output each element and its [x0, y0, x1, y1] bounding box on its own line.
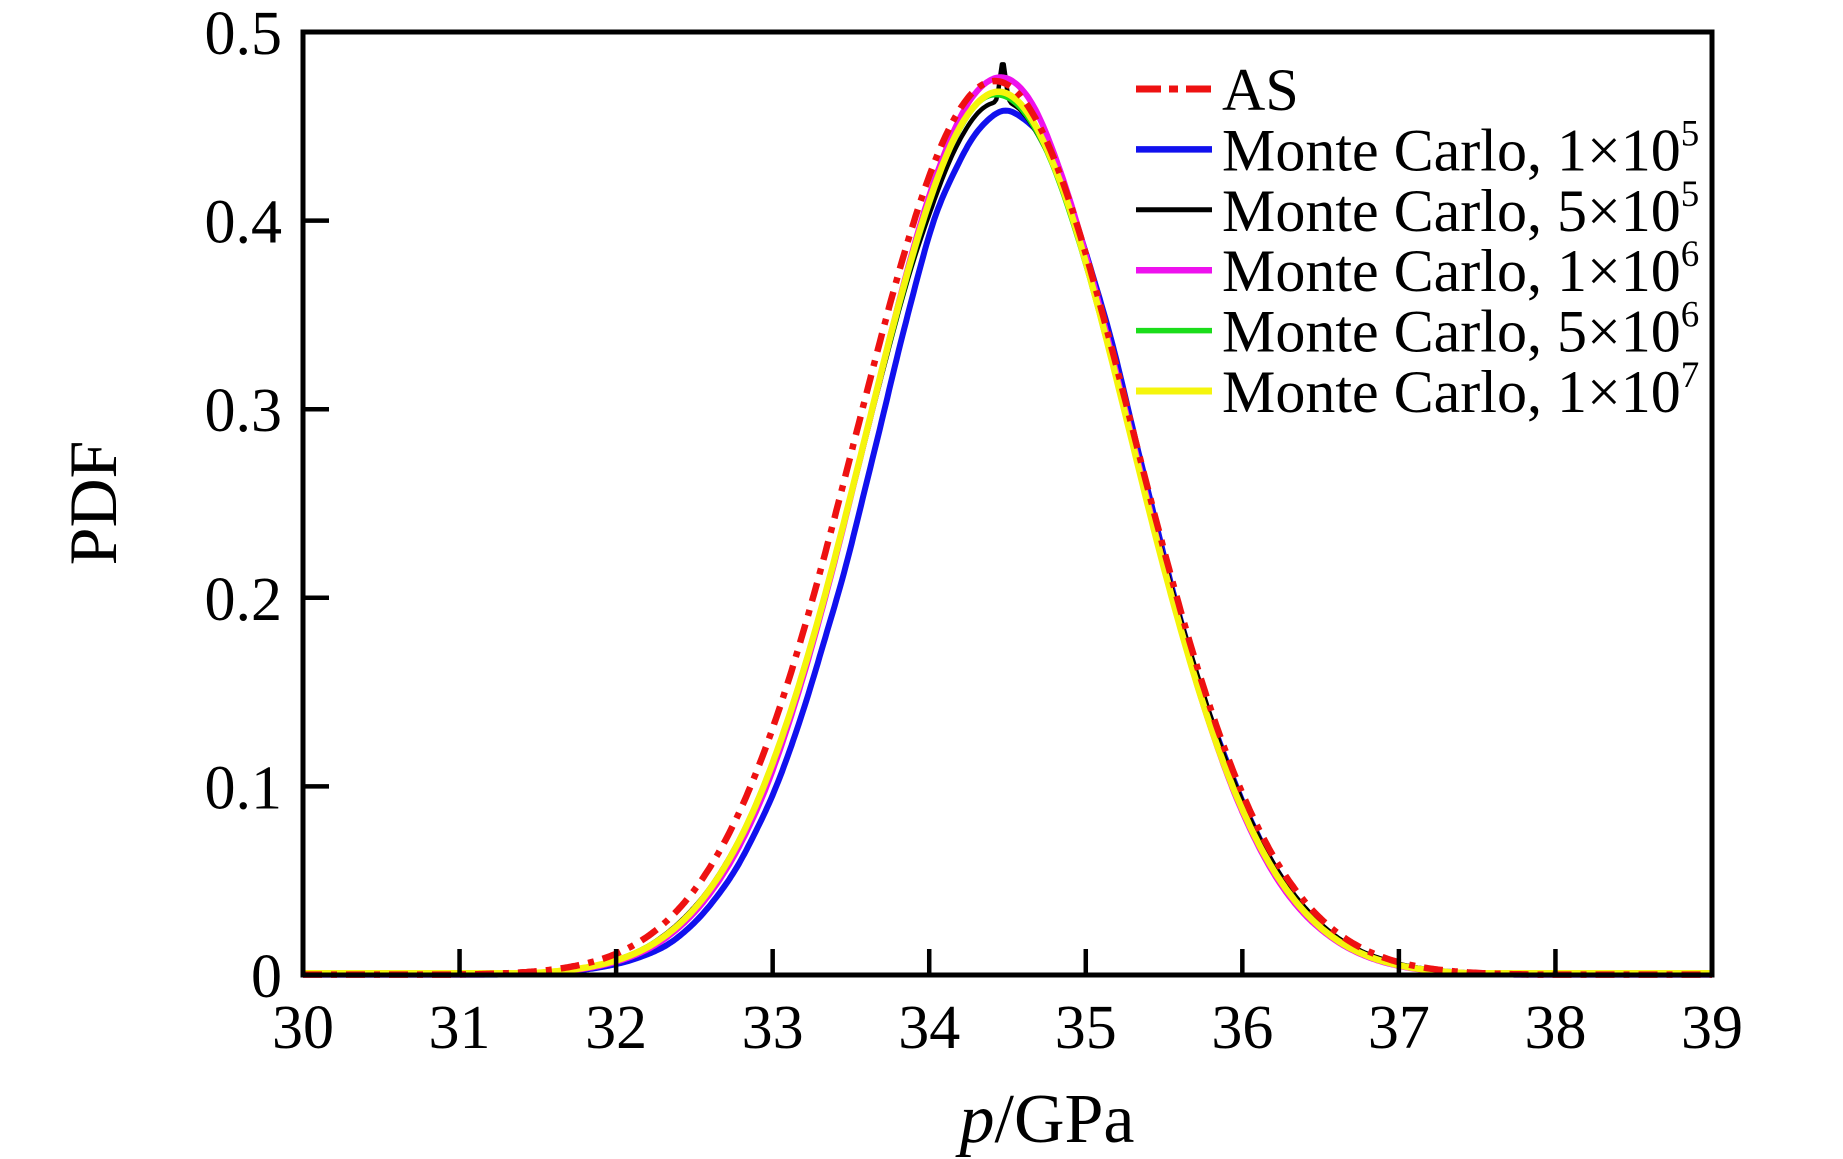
y-axis-label: PDF — [55, 441, 131, 566]
x-tick-label-33: 33 — [742, 994, 804, 1062]
legend-label-mc-1e7: Monte Carlo, 1×107 — [1222, 355, 1699, 425]
x-tick-label-30: 30 — [272, 994, 334, 1062]
plot-border — [300, 29, 1715, 978]
legend-item-mc-1e7: Monte Carlo, 1×107 — [1136, 355, 1699, 425]
x-axis-label-variable: p — [955, 1081, 995, 1158]
x-tick-label-38: 38 — [1524, 994, 1586, 1062]
legend-label-as: AS — [1222, 57, 1299, 123]
y-tick-label-0.4: 0.4 — [205, 189, 283, 257]
x-axis-label: p/GPa — [955, 1081, 1135, 1158]
legend-item-mc-5e5: Monte Carlo, 5×105 — [1136, 174, 1699, 244]
y-tick-label-0.1: 0.1 — [205, 754, 283, 822]
tick-labels: 30 31 32 33 34 35 36 37 38 39 0 0.1 0.2 0.3 0.4 0.5 — [205, 0, 1744, 1062]
legend-item-mc-1e6: Monte Carlo, 1×106 — [1136, 234, 1699, 304]
x-tick-label-36: 36 — [1211, 994, 1273, 1062]
legend-item-as: AS — [1136, 57, 1299, 123]
y-tick-label-0.3: 0.3 — [205, 377, 283, 445]
legend-label-mc-1e5: Monte Carlo, 1×105 — [1222, 113, 1699, 183]
y-tick-label-0.5: 0.5 — [205, 0, 283, 68]
y-tick-label-0: 0 — [251, 943, 282, 1011]
x-tick-label-39: 39 — [1681, 994, 1743, 1062]
x-tick-label-31: 31 — [429, 994, 491, 1062]
x-tick-label-32: 32 — [585, 994, 647, 1062]
x-tick-label-34: 34 — [898, 994, 960, 1062]
legend-item-mc-5e6: Monte Carlo, 5×106 — [1136, 295, 1699, 365]
legend-item-mc-1e5: Monte Carlo, 1×105 — [1136, 113, 1699, 183]
tick-marks — [303, 218, 1558, 975]
legend-label-mc-1e6: Monte Carlo, 1×106 — [1222, 234, 1699, 304]
legend-label-mc-5e5: Monte Carlo, 5×105 — [1222, 174, 1699, 244]
legend-label-mc-5e6: Monte Carlo, 5×106 — [1222, 295, 1699, 365]
y-tick-label-0.2: 0.2 — [205, 566, 283, 634]
x-tick-label-35: 35 — [1055, 994, 1117, 1062]
x-tick-label-37: 37 — [1368, 994, 1430, 1062]
x-axis-label-unit: /GPa — [995, 1081, 1135, 1158]
